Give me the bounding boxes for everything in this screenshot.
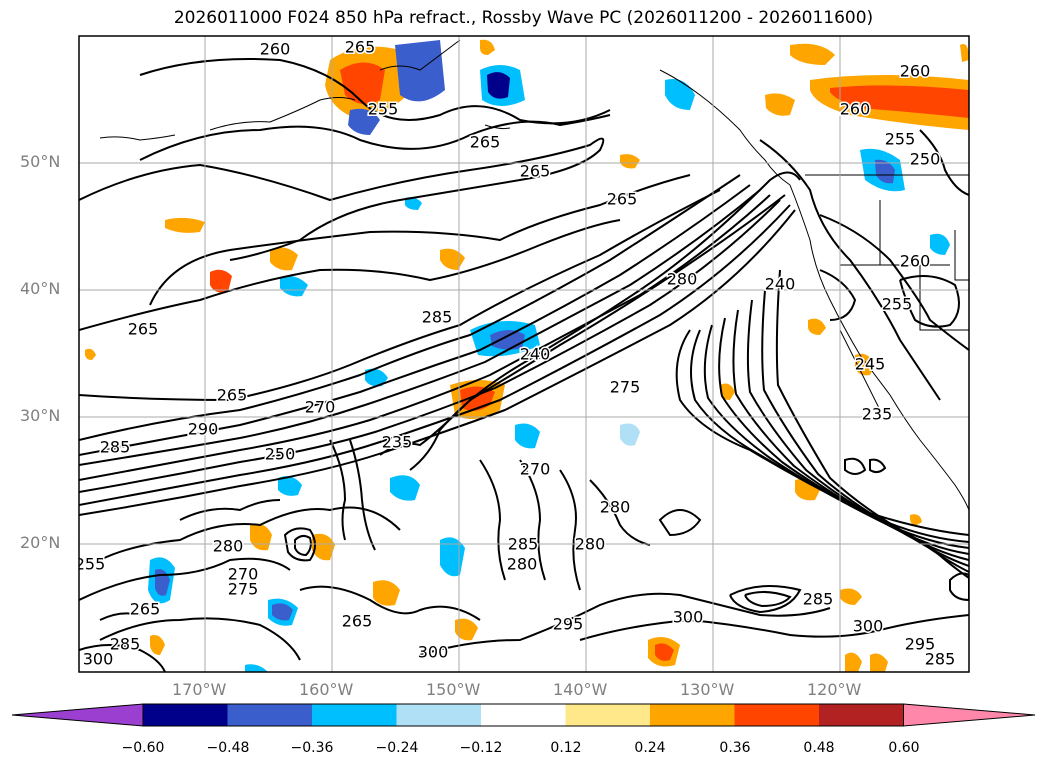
contour-label: 240	[520, 345, 551, 364]
contour-label: 285	[110, 635, 141, 654]
contour-label: 255	[882, 295, 913, 314]
graticule	[79, 36, 969, 672]
contour-label: 285	[925, 650, 956, 669]
contour-label: 265	[130, 600, 161, 619]
colorbar-segment	[481, 704, 566, 726]
contour-label: 260	[840, 100, 871, 119]
contour-label: 240	[765, 275, 796, 294]
contour-label: 255	[885, 130, 916, 149]
colorbar-segment	[396, 704, 482, 726]
lat-label-40: 40°N	[20, 279, 61, 298]
colorbar-tick: 0.60	[888, 740, 920, 756]
contour-label: 255	[368, 100, 399, 119]
colorbar-tick: −0.36	[290, 740, 334, 756]
contour-label: 300	[83, 650, 114, 669]
colorbar-segment	[227, 704, 313, 726]
colorbar-tick: −0.12	[459, 740, 503, 756]
lat-label-50: 50°N	[20, 152, 61, 171]
contour-label: 285	[508, 535, 539, 554]
contour-label: 270	[520, 460, 551, 479]
contour-label: 280	[213, 537, 244, 556]
contour-label: 300	[673, 608, 704, 627]
contour-label: 245	[855, 355, 886, 374]
colorbar-segment	[565, 704, 651, 726]
lat-label-30: 30°N	[20, 406, 61, 425]
contour-label: 280	[667, 270, 698, 289]
contour-label: 265	[607, 190, 638, 209]
lon-label-120w: 120°W	[807, 680, 862, 699]
colorbar-frame	[142, 703, 904, 727]
colorbar-tick: −0.48	[206, 740, 250, 756]
contour-lines	[79, 58, 969, 672]
contour-label: 265	[345, 38, 376, 57]
lon-label-150w: 150°W	[426, 680, 481, 699]
colorbar-segment	[312, 704, 397, 726]
contour-label: 235	[382, 433, 413, 452]
coastlines	[99, 39, 969, 511]
contour-label: 265	[217, 386, 248, 405]
contour-labels: 2652652652652652552602602552502802852402…	[75, 36, 957, 670]
contour-label: 260	[900, 62, 931, 81]
contour-label: 290	[188, 420, 219, 439]
lon-label-170w: 170°W	[172, 680, 227, 699]
colorbar-extend-min	[11, 703, 144, 727]
contour-label: 265	[342, 612, 373, 631]
contour-label: 295	[905, 635, 936, 654]
contour-label: 280	[575, 535, 606, 554]
colorbar-extend-max	[903, 703, 1036, 727]
contour-label: 270	[228, 565, 259, 584]
colorbar	[11, 703, 1036, 727]
contour-label: 250	[265, 445, 296, 464]
map-area	[79, 36, 969, 672]
contour-label: 255	[75, 555, 106, 574]
contour-label: 260	[260, 40, 291, 59]
contour-label: 280	[600, 498, 631, 517]
contour-label: 275	[228, 580, 259, 599]
colorbar-tick: −0.60	[121, 740, 165, 756]
shading-layer	[85, 39, 969, 672]
colorbar-tick: 0.12	[550, 740, 582, 756]
colorbar-tick: 0.24	[634, 740, 666, 756]
contour-label: 285	[100, 438, 131, 457]
colorbar-tick: 0.48	[803, 740, 835, 756]
contour-label: 285	[803, 590, 834, 609]
contour-label: 300	[853, 617, 884, 636]
colorbar-segment	[143, 704, 228, 726]
map-title: 2026011000 F024 850 hPa refract., Rossby…	[173, 8, 874, 28]
contour-label: 285	[422, 308, 453, 327]
colorbar-tick: −0.24	[375, 740, 419, 756]
lon-label-140w: 140°W	[553, 680, 608, 699]
contour-label: 260	[900, 252, 931, 271]
contour-label: 235	[862, 405, 893, 424]
lon-label-130w: 130°W	[680, 680, 735, 699]
lon-label-160w: 160°W	[299, 680, 354, 699]
colorbar-segment	[734, 704, 820, 726]
contour-label: 280	[507, 555, 538, 574]
contour-label: 250	[910, 150, 941, 169]
contour-label: 275	[610, 378, 641, 397]
contour-label: 265	[128, 320, 159, 339]
map-frame	[78, 35, 970, 673]
contour-label: 300	[418, 643, 449, 662]
colorbar-tick: 0.36	[719, 740, 751, 756]
contour-label: 265	[520, 162, 551, 181]
colorbar-segment	[819, 704, 904, 726]
contour-label: 265	[470, 133, 501, 152]
contour-label: 270	[305, 398, 336, 417]
contour-label: 295	[553, 615, 584, 634]
lat-label-20: 20°N	[20, 533, 61, 552]
colorbar-segment	[650, 704, 735, 726]
